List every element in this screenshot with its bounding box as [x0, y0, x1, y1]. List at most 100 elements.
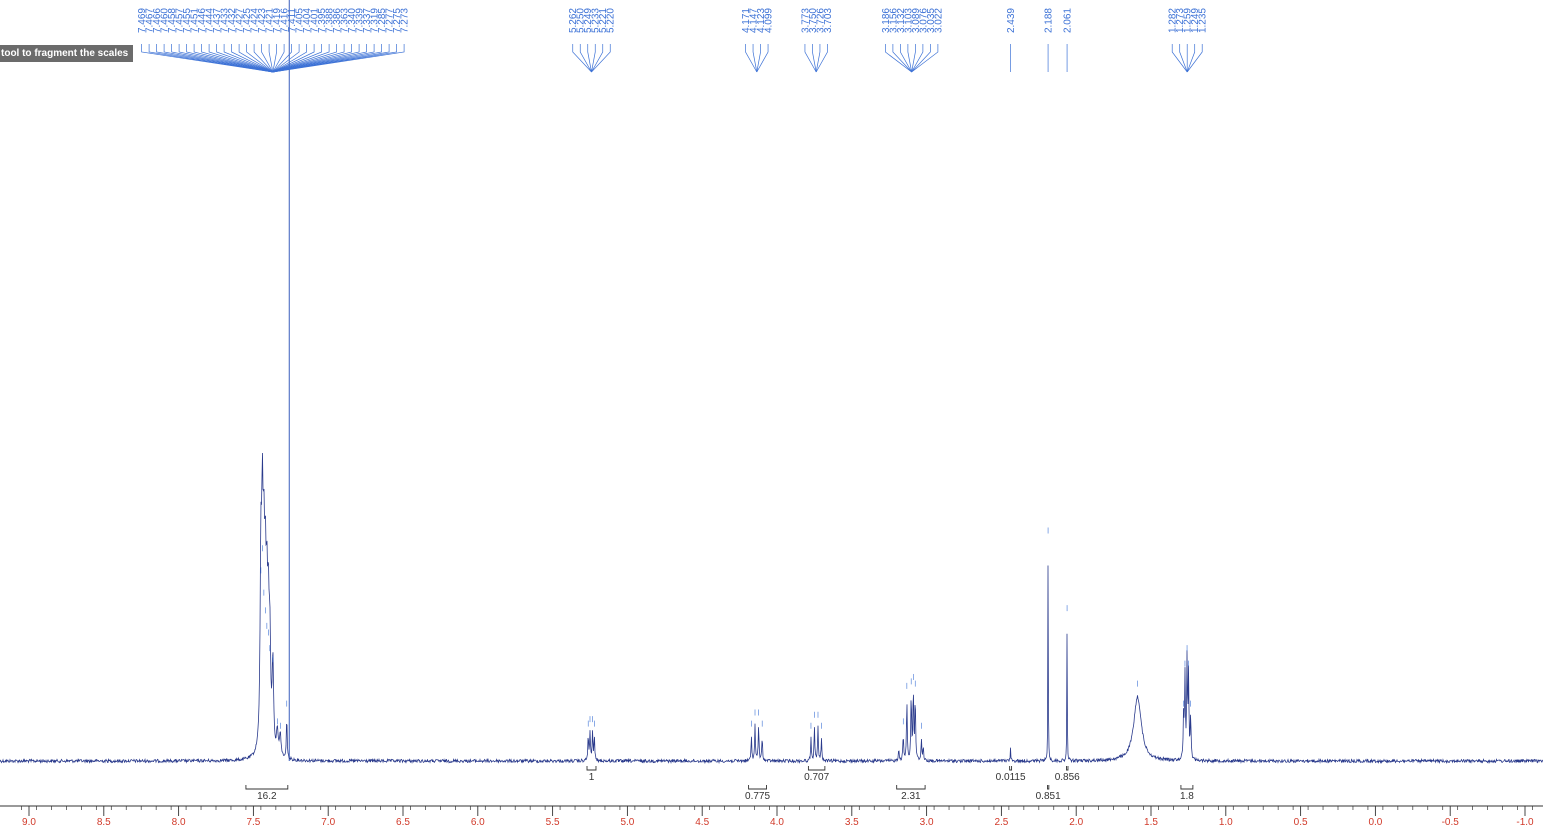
integral-value: 0.856 — [1055, 772, 1080, 783]
x-tick-label: 4.0 — [770, 817, 784, 827]
peak-label: 7.419 — [272, 8, 283, 33]
peak-connector — [892, 44, 912, 73]
integral: 0.775 — [745, 785, 770, 802]
x-tick-label: 6.0 — [471, 817, 485, 827]
peak-label: 3.076 — [918, 8, 929, 33]
peak-label: 7.460 — [160, 8, 171, 33]
peak-connector — [272, 44, 375, 73]
peak-connector — [163, 44, 273, 73]
peak-label: 3.186 — [881, 8, 892, 33]
peak-label: 7.401 — [310, 8, 321, 33]
peak-label: 7.455 — [182, 8, 193, 33]
peak-label: 1.259 — [1183, 8, 1194, 33]
peak-connector — [900, 44, 912, 73]
peak-label: 3.035 — [926, 8, 937, 33]
x-tick-label: 8.0 — [172, 817, 186, 827]
peak-connector — [756, 44, 769, 73]
peak-connector — [272, 44, 285, 73]
integral: 0.707 — [804, 766, 830, 783]
integral-value: 2.31 — [901, 791, 921, 802]
peak-label: 2.188 — [1044, 8, 1055, 33]
peak-label: 7.285 — [377, 8, 388, 33]
peak-connector — [815, 44, 828, 73]
peak-connector — [911, 44, 916, 73]
x-tick-label: 8.5 — [97, 817, 111, 827]
peak-label: 1.249 — [1190, 8, 1201, 33]
peak-connector — [272, 44, 337, 73]
peak-label-layer: 7.4697.4677.4667.4607.4587.4577.4557.451… — [137, 8, 1209, 73]
peak-connector — [272, 44, 390, 73]
peak-connector — [223, 44, 273, 73]
peak-label: 7.319 — [370, 8, 381, 33]
peak-label: 7.277 — [385, 8, 396, 33]
peak-connector — [238, 44, 274, 73]
integral: 2.31 — [896, 785, 926, 802]
peak-connector — [812, 44, 817, 73]
peak-label: 7.467 — [145, 8, 156, 33]
peak-connector — [591, 44, 596, 73]
peak-connector — [745, 44, 758, 73]
peak-label: 7.421 — [265, 8, 276, 33]
peak-label: 4.147 — [749, 8, 760, 33]
x-axis: 9.0 8.5 8.0 7.5 7.0 6.5 6.0 5.5 5.0 4.5 4.0 3.5 3.0 2… — [0, 805, 1543, 827]
peak-connector — [171, 44, 273, 73]
peak-label: 7.416 — [280, 8, 291, 33]
peak-label: 7.469 — [137, 8, 148, 33]
peak-label: 7.423 — [257, 8, 268, 33]
peak-connector — [1171, 44, 1188, 73]
peak-label: 3.132 — [896, 8, 907, 33]
x-tick-label: 7.0 — [321, 817, 335, 827]
peak-label: 7.427 — [235, 8, 246, 33]
integral: 16.2 — [245, 785, 289, 802]
x-tick-label: 1.0 — [1219, 817, 1233, 827]
integral-bracket — [896, 785, 926, 790]
peak-label: 5.249 — [583, 8, 594, 33]
peak-connector — [885, 44, 912, 73]
peak-label: 3.703 — [823, 8, 834, 33]
integral-value: 0.0115 — [996, 772, 1026, 783]
peak-connector — [148, 44, 273, 73]
x-tick-label: 2.5 — [994, 817, 1008, 827]
peak-connector — [272, 44, 367, 73]
peak-label: 7.388 — [325, 8, 336, 33]
peak-label: 4.171 — [741, 8, 752, 33]
peak-label: 7.411 — [287, 8, 298, 33]
peak-connector — [272, 44, 352, 73]
peak-connector — [1186, 44, 1196, 73]
x-tick-label: 5.0 — [620, 817, 634, 827]
peak-label: 7.405 — [295, 8, 306, 33]
peak-label: 7.363 — [340, 8, 351, 33]
peak-label: 3.773 — [800, 8, 811, 33]
x-tick-label: -1.0 — [1516, 817, 1534, 827]
peak-label: 4.123 — [756, 8, 767, 33]
peak-label: 7.395 — [317, 8, 328, 33]
peak-connector — [1179, 44, 1188, 73]
peak-connector — [272, 44, 345, 73]
peak-label: 2.061 — [1063, 8, 1074, 33]
peak-connector — [272, 44, 397, 73]
peak-label: 7.340 — [347, 8, 358, 33]
peak-connector — [591, 44, 611, 73]
peak-label: 5.262 — [568, 8, 579, 33]
peak-connector — [1186, 44, 1203, 73]
peak-label: 7.386 — [332, 8, 343, 33]
fragment-scales-tooltip: tool to fragment the scales — [0, 45, 134, 62]
integral-bracket — [245, 785, 289, 790]
peak-label: 7.446 — [197, 8, 208, 33]
peak-label: 1.282 — [1168, 8, 1179, 33]
integral-value: 16.2 — [257, 791, 277, 802]
peak-label: 3.726 — [815, 8, 826, 33]
peak-label: 3.156 — [888, 8, 899, 33]
peak-connector — [246, 44, 274, 73]
peak-connector — [268, 44, 274, 73]
integral-bracket — [1047, 785, 1050, 790]
peak-label: 7.425 — [242, 8, 253, 33]
integral-value: 0.851 — [1036, 791, 1061, 802]
integral-value: 1.8 — [1180, 791, 1194, 802]
spectrum-trace — [0, 452, 1543, 765]
